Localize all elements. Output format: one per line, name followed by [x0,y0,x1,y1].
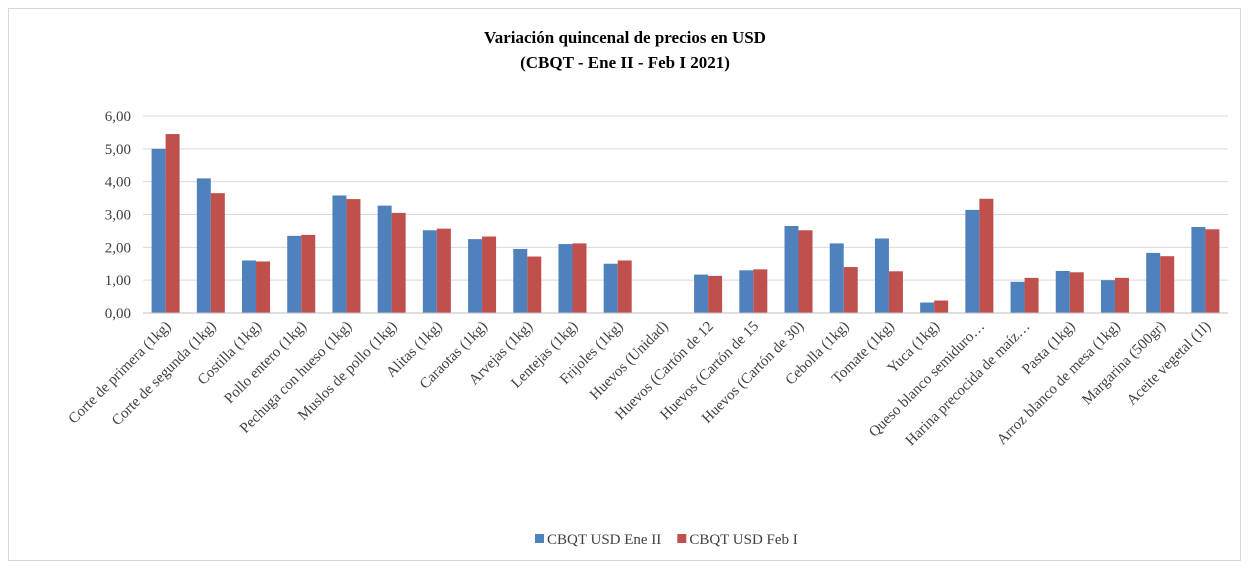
bar [603,263,618,313]
bar [287,235,302,313]
bar [482,236,497,313]
y-tick-label: 3,00 [105,208,131,224]
bar [965,209,980,313]
bar [1024,277,1039,313]
legend-label: CBQT USD Feb I [689,532,798,548]
bar [242,260,257,313]
bar [1069,272,1084,313]
y-tick-label: 1,00 [105,273,131,289]
bar [513,248,528,313]
legend-swatch [535,534,544,543]
bar [346,199,361,313]
bar [617,260,632,313]
bar [151,148,166,313]
bar [694,274,709,313]
bar [1160,256,1175,313]
bar [1191,226,1206,313]
bar [753,269,768,313]
legend-swatch [677,534,687,543]
bar [210,193,225,313]
bar [436,228,451,313]
y-tick-label: 6,00 [105,109,131,125]
y-tick-label: 4,00 [105,175,131,191]
bar [196,178,211,313]
legend-label: CBQT USD Ene II [547,532,661,548]
y-tick-label: 0,00 [105,306,131,322]
bar [888,271,903,313]
bar [1055,270,1070,313]
bar [829,243,844,313]
bar [1205,229,1220,313]
y-tick-label: 5,00 [105,142,131,158]
chart-title: Variación quincenal de precios en USD [484,28,766,47]
bar [558,244,573,313]
y-tick-label: 2,00 [105,240,131,256]
bar [165,134,180,313]
bar [979,198,994,313]
bar [843,267,858,313]
bar [256,261,271,313]
chart-subtitle: (CBQT - Ene II - Feb I 2021) [520,53,730,72]
bar [874,238,889,313]
bar [572,243,587,313]
bar [332,195,347,313]
bar [1010,281,1025,313]
bar [739,270,754,313]
bar [920,302,935,313]
bar [1146,252,1161,313]
bar [377,205,392,313]
bar [784,225,799,313]
bar [422,230,437,313]
bar [301,234,316,313]
bar [391,212,406,313]
bar [527,256,542,313]
bar [1100,280,1115,313]
bar [934,300,949,313]
bar [798,230,813,313]
bar [1114,277,1129,313]
bar [468,239,483,313]
bar [708,275,723,313]
